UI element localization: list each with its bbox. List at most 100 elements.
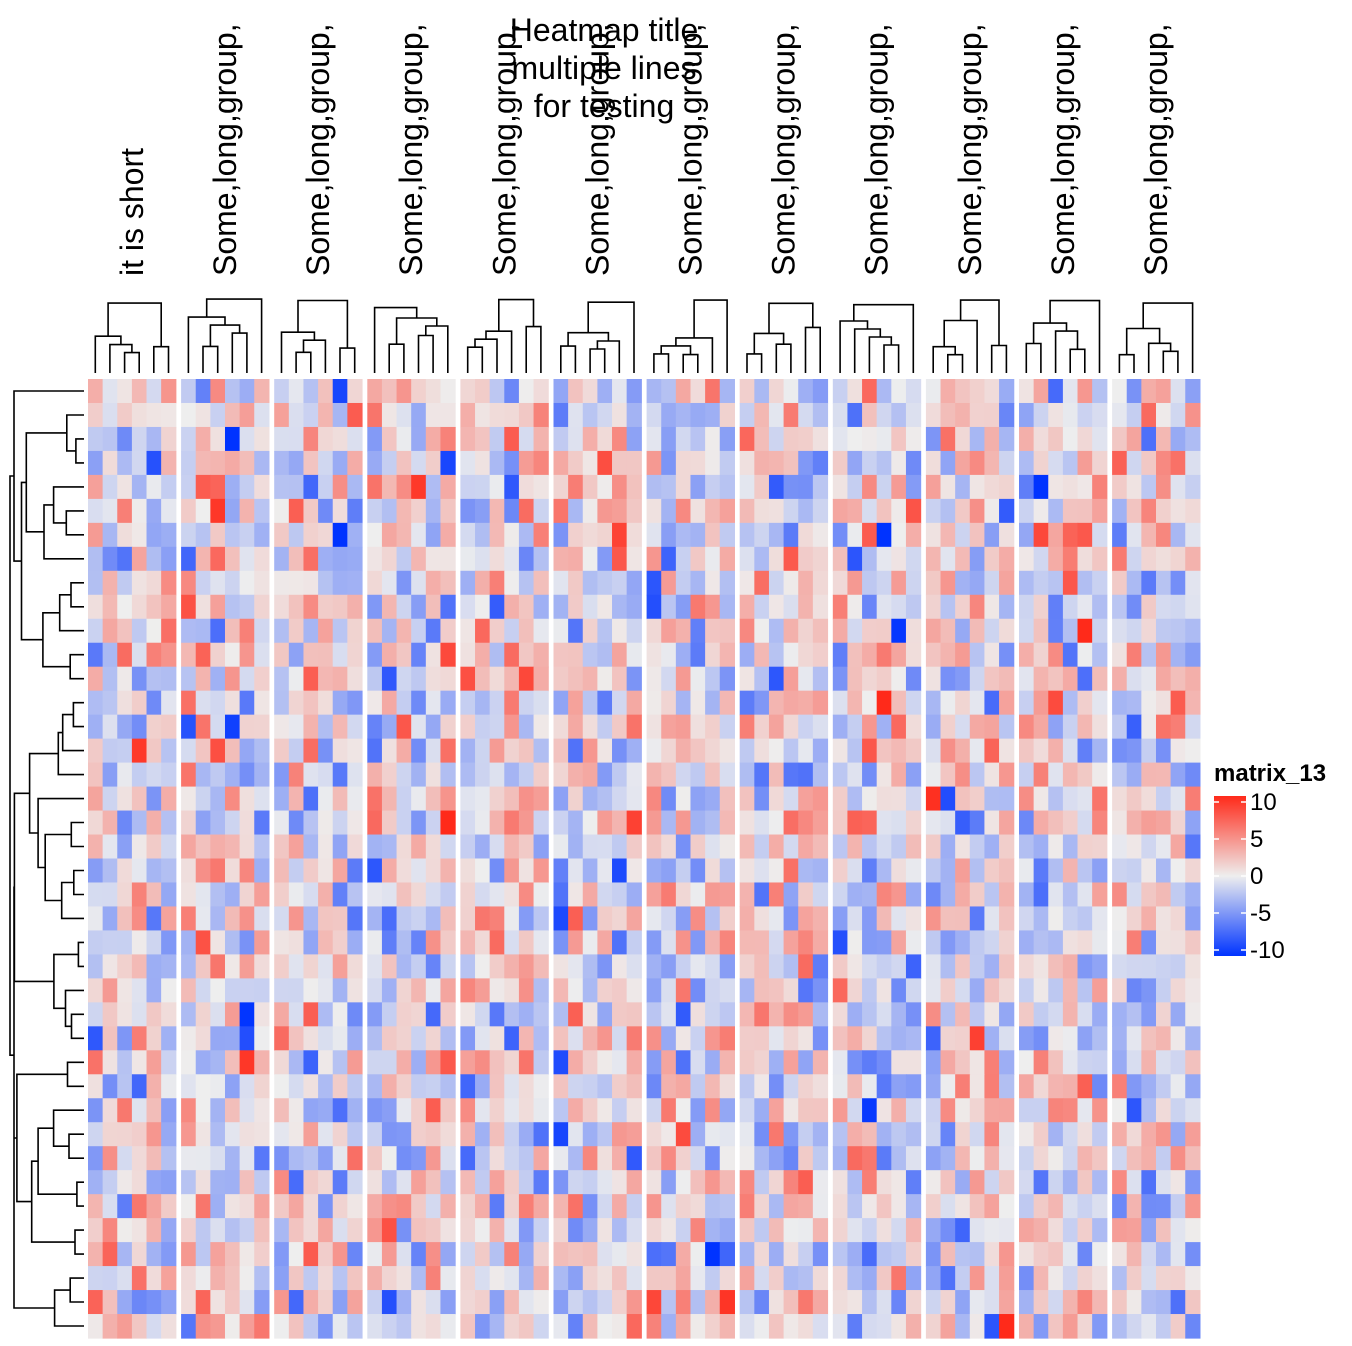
heatmap-cell xyxy=(984,810,1000,836)
heatmap-cell xyxy=(396,1122,412,1147)
heatmap-cell xyxy=(274,1122,290,1147)
column-dendrogram xyxy=(839,303,915,373)
heatmap-cell xyxy=(274,810,290,836)
heatmap-cell xyxy=(1048,522,1064,548)
heatmap-cell xyxy=(1077,834,1093,860)
heatmap-cell xyxy=(597,618,613,644)
heatmap-cell xyxy=(161,1218,177,1243)
heatmap-cell xyxy=(117,1122,133,1147)
heatmap-cell xyxy=(367,666,383,692)
heatmap-cell xyxy=(1033,474,1049,500)
heatmap-cell xyxy=(239,1050,255,1075)
heatmap-cell xyxy=(597,882,613,908)
heatmap-cell xyxy=(440,1122,456,1147)
heatmap-cell xyxy=(210,1266,226,1291)
heatmap-cell xyxy=(1141,714,1157,740)
heatmap-cell xyxy=(1092,1218,1108,1243)
heatmap-cell xyxy=(626,690,642,716)
heatmap-cell xyxy=(783,834,799,860)
heatmap-cell xyxy=(768,1170,785,1195)
heatmap-cell xyxy=(425,450,442,476)
heatmap-cell xyxy=(210,1050,226,1075)
heatmap-cell xyxy=(161,1170,177,1195)
heatmap-cell xyxy=(274,906,290,932)
heatmap-cell xyxy=(254,1002,270,1027)
heatmap-cell xyxy=(425,618,442,644)
heatmap-cell xyxy=(891,1266,907,1291)
heatmap-cell xyxy=(847,1002,863,1027)
heatmap-cell xyxy=(862,714,878,740)
heatmap-cell xyxy=(1092,1074,1108,1099)
heatmap-cell xyxy=(347,1314,363,1339)
heatmap-cell xyxy=(489,1218,505,1243)
heatmap-cell xyxy=(646,714,662,740)
column-dendrogram xyxy=(280,299,356,373)
heatmap-cell xyxy=(661,954,677,979)
heatmap-cell xyxy=(146,738,162,764)
heatmap-cell xyxy=(1048,1146,1064,1171)
heatmap-cell xyxy=(254,762,270,788)
heatmap-cell xyxy=(905,1218,922,1243)
heatmap-cell xyxy=(146,1266,162,1291)
heatmap-cell xyxy=(739,1002,755,1027)
heatmap-cell xyxy=(239,1194,255,1219)
heatmap-cell xyxy=(161,858,177,884)
heatmap-cell xyxy=(303,954,319,979)
heatmap-cell xyxy=(161,834,177,860)
heatmap-cell xyxy=(161,1266,177,1291)
heatmap-cell xyxy=(812,474,829,500)
heatmap-cell xyxy=(1112,618,1128,644)
heatmap-cell xyxy=(88,402,104,428)
heatmap-cell xyxy=(181,1290,197,1315)
heatmap-cell xyxy=(582,450,598,476)
heatmap-cell xyxy=(1048,834,1064,860)
heatmap-cell xyxy=(347,474,363,500)
heatmap-cell xyxy=(1019,1074,1035,1099)
heatmap-cell xyxy=(117,1218,133,1243)
heatmap-cell xyxy=(504,1050,520,1075)
heatmap-cell xyxy=(969,1266,986,1291)
heatmap-cell xyxy=(675,858,692,884)
heatmap-cell xyxy=(88,570,104,596)
heatmap-cell xyxy=(1112,738,1128,764)
heatmap-cell xyxy=(347,546,363,572)
heatmap-cell xyxy=(460,1218,476,1243)
heatmap-cell xyxy=(955,1218,971,1243)
heatmap-cell xyxy=(425,786,442,812)
heatmap-cell xyxy=(553,1218,569,1243)
heatmap-cell xyxy=(1048,642,1064,668)
heatmap-cell xyxy=(646,666,662,692)
heatmap-cell xyxy=(1033,762,1049,788)
heatmap-cell xyxy=(1092,474,1108,500)
heatmap-cell xyxy=(224,810,241,836)
heatmap-cell xyxy=(367,906,383,932)
heatmap-cell xyxy=(847,1170,863,1195)
heatmap-cell xyxy=(460,954,476,979)
heatmap-cell xyxy=(984,882,1000,908)
heatmap-cell xyxy=(224,1002,241,1027)
heatmap-cell xyxy=(425,1218,442,1243)
heatmap-cell xyxy=(347,810,363,836)
heatmap-cell xyxy=(891,1242,907,1267)
heatmap-cell xyxy=(925,426,942,452)
heatmap-cell xyxy=(425,498,442,524)
heatmap-cell xyxy=(475,834,491,860)
heatmap-cell xyxy=(131,978,148,1003)
heatmap-cell xyxy=(1033,1098,1049,1123)
heatmap-cell xyxy=(1155,1050,1172,1075)
heatmap-cell xyxy=(318,522,334,548)
heatmap-cell xyxy=(102,714,118,740)
heatmap-cell xyxy=(239,1266,255,1291)
heatmap-cell xyxy=(102,402,118,428)
heatmap-cell xyxy=(425,1266,442,1291)
heatmap-cell xyxy=(675,786,692,812)
heatmap-cell xyxy=(88,1122,104,1147)
heatmap-cell xyxy=(705,1314,721,1339)
heatmap-cell xyxy=(1126,666,1142,692)
heatmap-cell xyxy=(381,930,398,956)
heatmap-cell xyxy=(646,1290,662,1315)
heatmap-cell xyxy=(812,1266,829,1291)
row-dendrogram-path xyxy=(9,390,84,1327)
heatmap-cell xyxy=(969,1242,986,1267)
heatmap-cell xyxy=(568,402,584,428)
